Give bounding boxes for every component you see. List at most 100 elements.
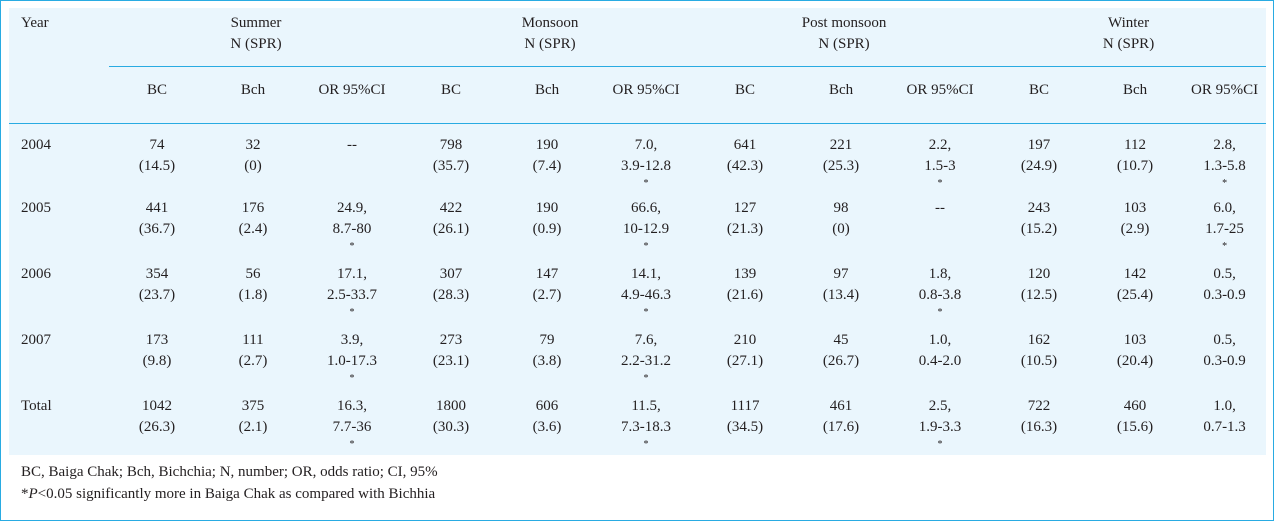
bc-cell: 139 (21.6) (697, 264, 793, 330)
ci-line: 7.3-18.3 * (595, 417, 697, 459)
ci-value: 1.9-3.3 (918, 419, 962, 435)
spr-value: (23.1) (432, 353, 470, 369)
spr-value: (26.3) (138, 419, 176, 435)
subheader-or: OR 95%CI (612, 82, 680, 98)
spr-value: (23.7) (138, 287, 176, 303)
bch-cell: 190 (7.4) (499, 124, 595, 198)
footnote-abbreviations: BC, Baiga Chak; Bch, Bichchia; N, number… (21, 464, 438, 480)
spr-value: (26.7) (822, 353, 860, 369)
odds-ratio-value: 14.1, (631, 266, 662, 282)
subheader-bch: Bch (240, 82, 266, 98)
bch-cell: 97 (13.4) (793, 264, 889, 330)
spr-value: (2.7) (532, 287, 562, 303)
spr-value: (1.8) (238, 287, 268, 303)
or-cell: 0.5, 0.3-0.9 (1183, 330, 1266, 396)
bc-cell: 162 (10.5) (991, 330, 1087, 396)
spr-value: (30.3) (432, 419, 470, 435)
bc-cell: 273 (23.1) (403, 330, 499, 396)
bch-cell: 142 (25.4) (1087, 264, 1183, 330)
season-header-post-monsoon: Post monsoon N (SPR) (697, 8, 991, 67)
odds-ratio-value: 24.9, (337, 200, 368, 216)
spr-value: (3.6) (532, 419, 562, 435)
or-cell: 0.5, 0.3-0.9 (1183, 264, 1266, 330)
significance-marker: * (937, 307, 943, 318)
ci-line: 2.5-33.7 * (301, 285, 403, 327)
spr-value: (34.5) (726, 419, 764, 435)
bch-cell: 56 (1.8) (205, 264, 301, 330)
count-value: 176 (241, 200, 265, 216)
significance-marker: * (643, 373, 649, 384)
or-cell: 66.6, 10-12.9 * (595, 198, 697, 264)
bch-cell: 112 (10.7) (1087, 124, 1183, 198)
or-cell: 7.6, 2.2-31.2 * (595, 330, 697, 396)
ci-line: 1.3-5.8 * (1183, 156, 1266, 198)
spr-value: (2.9) (1120, 221, 1150, 237)
table-row: 2005 441 (36.7) 176 (2.4) 24.9, 8.7-80 * 422 (26.… (9, 198, 1266, 264)
count-value: 56 (245, 266, 261, 282)
ci-value: 1.0-17.3 (327, 353, 378, 369)
season-unit: N (SPR) (818, 36, 870, 52)
spr-value: (26.1) (432, 221, 470, 237)
count-value: 103 (1123, 332, 1147, 348)
year-cell: 2005 (21, 200, 51, 216)
count-value: 221 (829, 137, 853, 153)
bch-cell: 98 (0) (793, 198, 889, 264)
count-value: 641 (733, 137, 757, 153)
spr-value: (14.5) (138, 158, 176, 174)
spr-value: (0) (832, 221, 850, 237)
footnote-significance: *P<0.05 significantly more in Baiga Chak… (21, 483, 438, 505)
odds-ratio-value: 1.8, (928, 266, 952, 282)
ci-value: 7.3-18.3 (621, 419, 672, 435)
subheader-or: OR 95%CI (906, 82, 974, 98)
year-header: Year (21, 15, 49, 31)
subheader-bc: BC (1029, 82, 1050, 98)
bch-cell: 45 (26.7) (793, 330, 889, 396)
spr-value: (28.3) (432, 287, 470, 303)
ci-value: 10-12.9 (622, 221, 670, 237)
odds-ratio-value: 66.6, (631, 200, 662, 216)
bc-cell: 1800 (30.3) (403, 396, 499, 462)
spr-value: (0) (244, 158, 262, 174)
bc-cell: 722 (16.3) (991, 396, 1087, 462)
significance-marker: * (937, 178, 943, 189)
count-value: 111 (242, 332, 264, 348)
significance-mark: * (21, 486, 29, 502)
significance-marker: * (643, 178, 649, 189)
table-body: 2004 74 (14.5) 32 (0) -- 798 (35.7) 190 (7.4) 7.0,… (9, 124, 1266, 462)
ci-value: 1.5-3 (924, 158, 956, 174)
spr-value: (17.6) (822, 419, 860, 435)
spr-value: (2.7) (238, 353, 268, 369)
odds-ratio-value: 6.0, (1213, 200, 1236, 216)
count-value: 190 (535, 200, 559, 216)
bc-cell: 307 (28.3) (403, 264, 499, 330)
season-name: Winter (1108, 15, 1150, 31)
bc-cell: 798 (35.7) (403, 124, 499, 198)
count-value: 79 (539, 332, 555, 348)
count-value: 139 (733, 266, 757, 282)
bch-cell: 375 (2.1) (205, 396, 301, 462)
season-header-summer: Summer N (SPR) (109, 8, 403, 67)
or-cell: 2.8, 1.3-5.8 * (1183, 124, 1266, 198)
bch-cell: 32 (0) (205, 124, 301, 198)
significance-text: <0.05 significantly more in Baiga Chak a… (37, 486, 436, 502)
subcolumn-header-row: BC Bch OR 95%CI BC Bch OR 95%CI BC Bch O… (9, 68, 1266, 124)
spr-value: (10.5) (1020, 353, 1058, 369)
subheader-bc: BC (441, 82, 462, 98)
spr-value: (42.3) (726, 158, 764, 174)
ci-value: 2.5-33.7 (327, 287, 378, 303)
count-value: 243 (1027, 200, 1051, 216)
significance-marker: * (349, 439, 355, 450)
odds-ratio-value: 2.8, (1213, 137, 1236, 153)
bch-cell: 190 (0.9) (499, 198, 595, 264)
bch-cell: 103 (2.9) (1087, 198, 1183, 264)
bch-cell: 606 (3.6) (499, 396, 595, 462)
spr-value: (12.5) (1020, 287, 1058, 303)
significance-marker: * (643, 439, 649, 450)
bch-cell: 147 (2.7) (499, 264, 595, 330)
count-value: 190 (535, 137, 559, 153)
odds-ratio-value: 0.5, (1213, 332, 1236, 348)
subheader-bc: BC (735, 82, 756, 98)
bc-cell: 1117 (34.5) (697, 396, 793, 462)
bc-cell: 120 (12.5) (991, 264, 1087, 330)
year-cell: 2007 (21, 332, 51, 348)
